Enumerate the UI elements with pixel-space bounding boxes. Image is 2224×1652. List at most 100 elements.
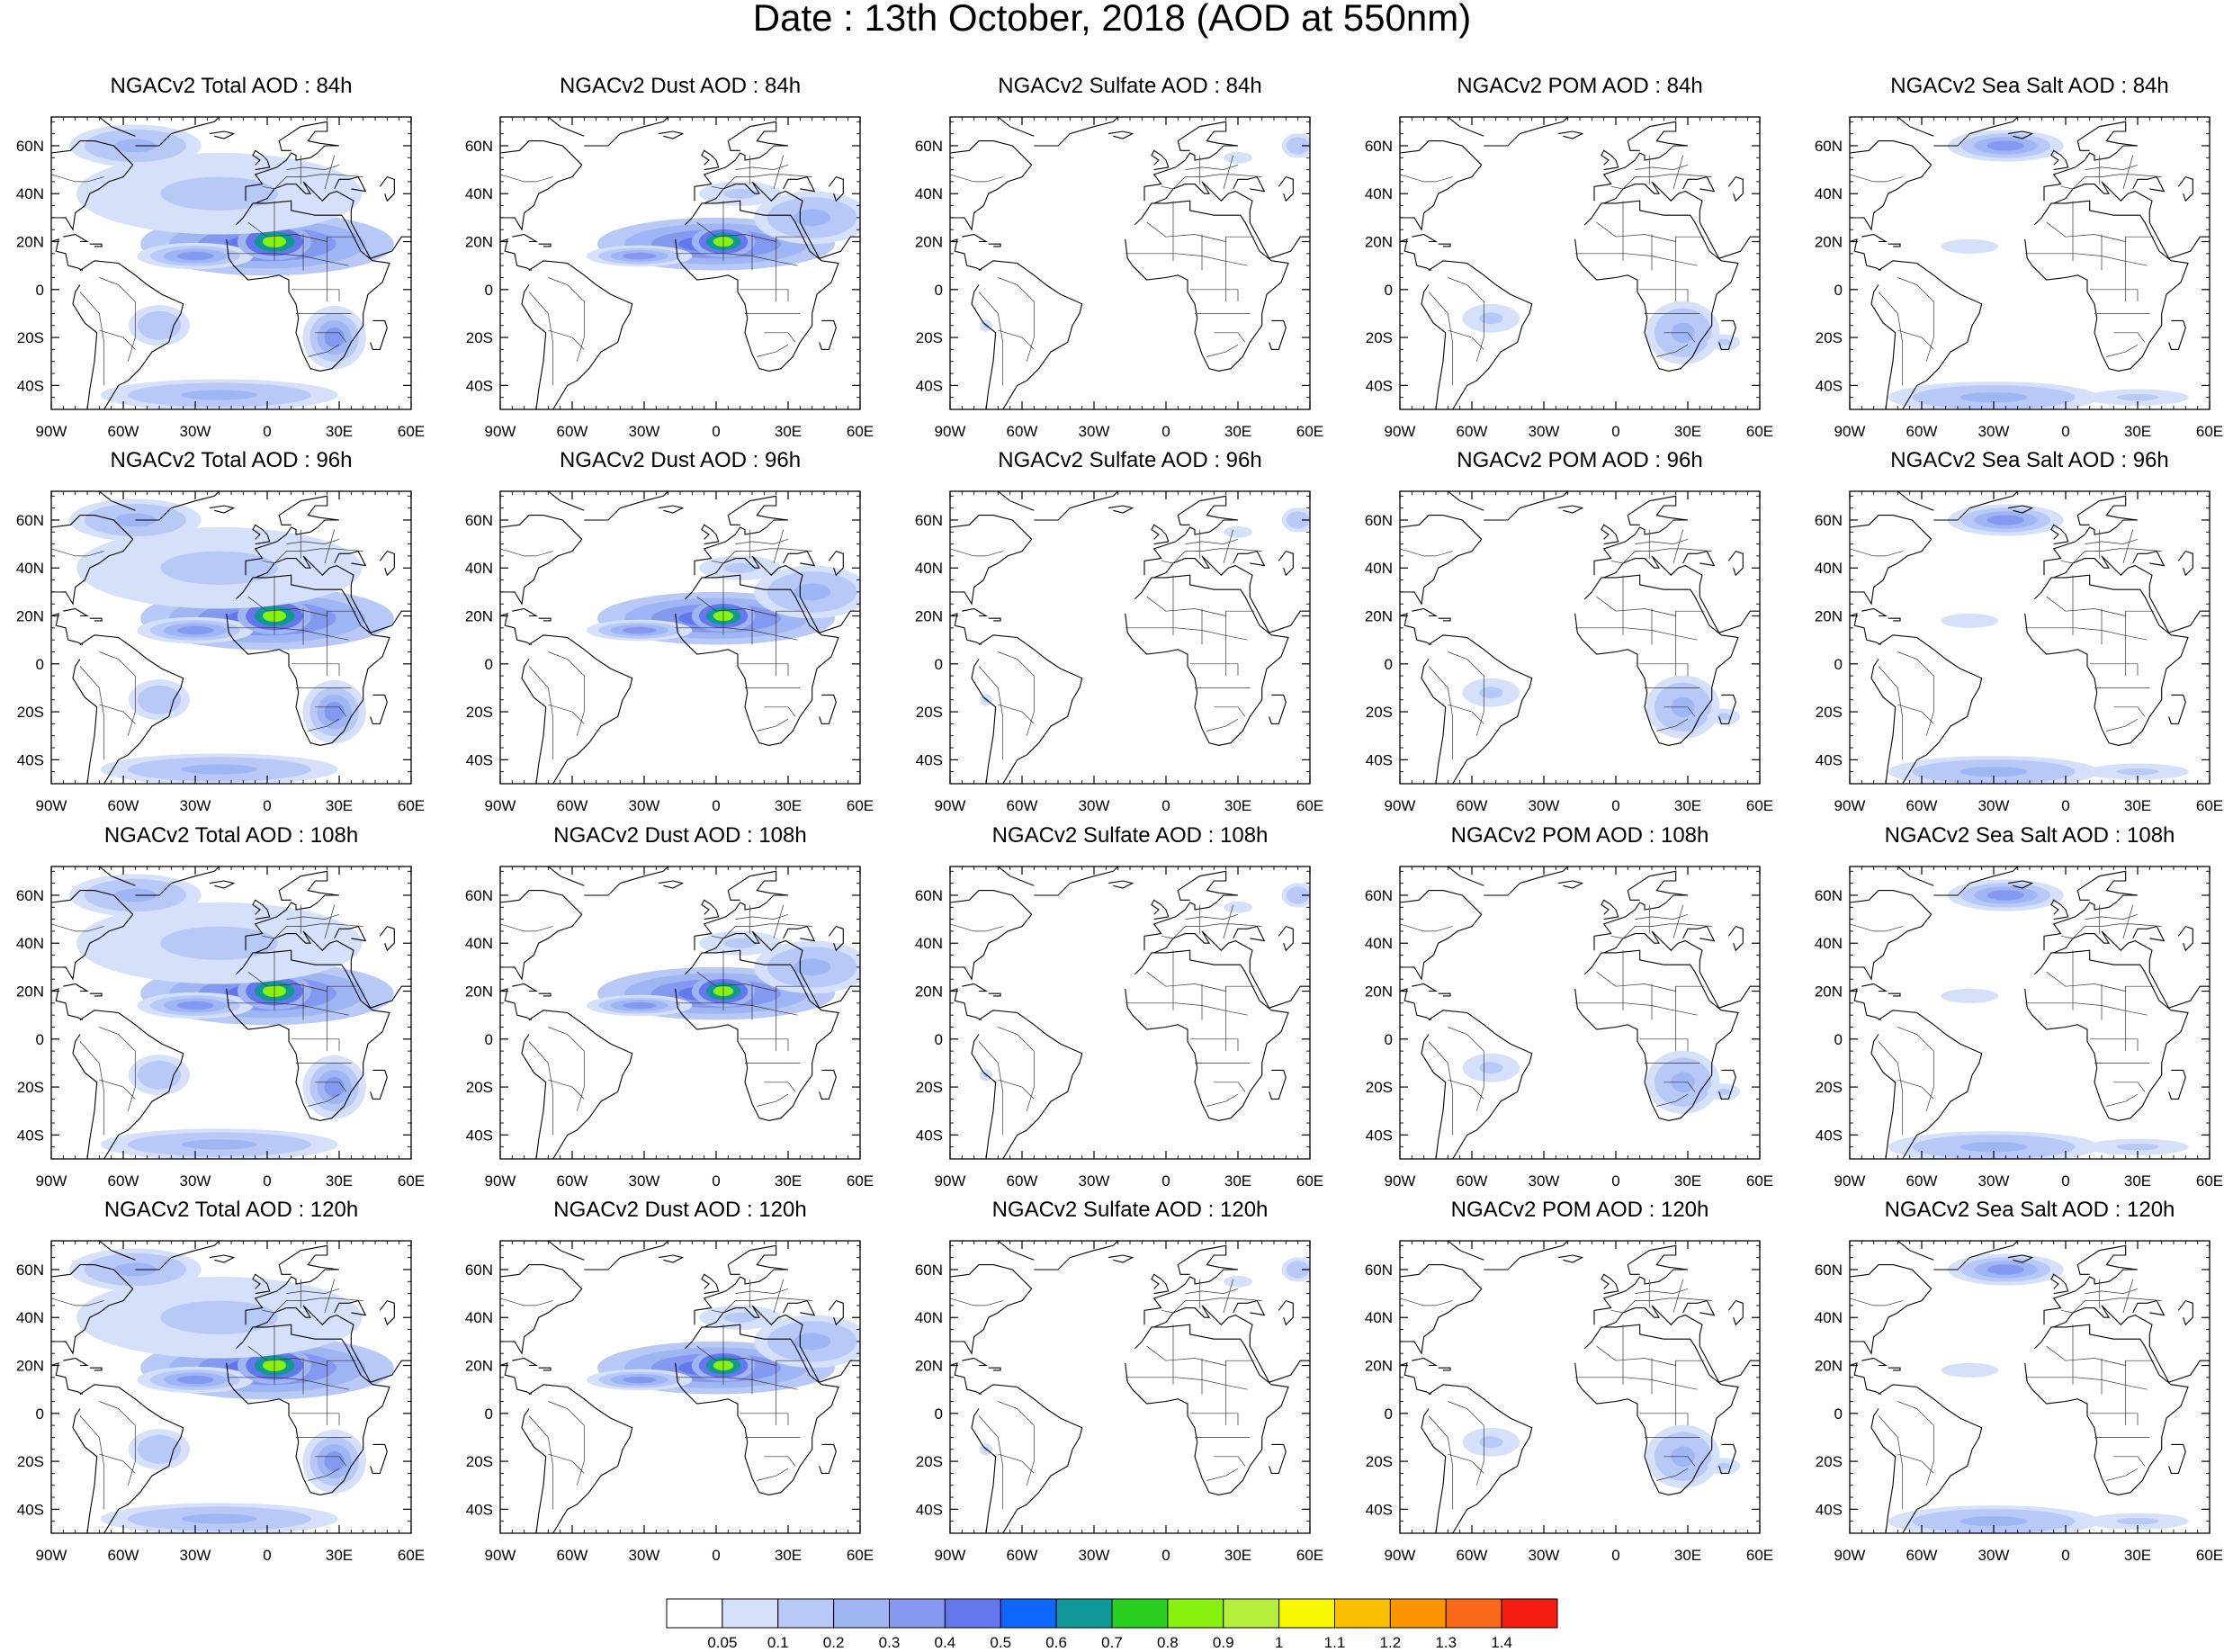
coastline-britain bbox=[701, 149, 720, 171]
coastline-hispaniola bbox=[988, 992, 1001, 997]
lat-tick-label: 20N bbox=[465, 234, 493, 251]
lat-tick-label: 60N bbox=[915, 512, 943, 529]
panel-title: NGACv2 Sulfate AOD : 108h bbox=[991, 823, 1269, 848]
lon-tick-label: 90W bbox=[1834, 797, 1866, 814]
map-frame bbox=[1399, 490, 1761, 785]
lon-tick-label: 60E bbox=[398, 797, 425, 814]
border-south-america bbox=[99, 1027, 136, 1111]
lon-tick-label: 60E bbox=[847, 423, 874, 440]
coastline-madagascar bbox=[1269, 1069, 1287, 1100]
coastline-caspian bbox=[1727, 1299, 1744, 1326]
map-frame bbox=[1849, 490, 2211, 785]
coastline-arabia bbox=[1699, 584, 1760, 633]
coastline-iceland bbox=[658, 880, 685, 889]
aod-contour bbox=[1952, 616, 1986, 625]
lat-tick-label: 20S bbox=[17, 329, 44, 346]
coastline-central-america bbox=[1400, 238, 1431, 271]
coastline-europe bbox=[245, 1244, 340, 1325]
lat-tick-label: 40S bbox=[17, 377, 44, 394]
border-africa bbox=[226, 627, 349, 641]
lat-tick-label: 0 bbox=[485, 656, 493, 673]
lon-tick-label: 30E bbox=[775, 423, 802, 440]
coastline-hispaniola bbox=[988, 617, 1001, 622]
coastline-europe bbox=[1143, 1244, 1239, 1325]
border-south-america bbox=[528, 292, 554, 386]
coastline-south-america bbox=[1870, 1010, 1983, 1159]
coastline-mediterranean bbox=[1153, 1305, 1253, 1335]
lat-tick-label: 40N bbox=[465, 1309, 493, 1326]
border-europe bbox=[735, 913, 789, 920]
border-africa bbox=[2089, 1413, 2139, 1426]
lon-tick-label: 90W bbox=[1385, 1547, 1416, 1564]
coastline-europe bbox=[2043, 870, 2139, 951]
coastline-mediterranean bbox=[255, 1305, 354, 1335]
panel-title: NGACv2 Total AOD : 84h bbox=[110, 74, 353, 98]
lat-tick-label: 20S bbox=[17, 704, 44, 721]
coastline-north-america bbox=[950, 890, 1033, 981]
lon-tick-label: 30W bbox=[629, 1172, 660, 1190]
border-north-america bbox=[950, 1297, 1003, 1306]
map-panel-total-96h: NGACv2 Total AOD : 96h 90W 60W 30W 0 30E 60E 60… bbox=[16, 448, 501, 830]
aod-contour bbox=[623, 1001, 657, 1010]
lon-tick-label: 30E bbox=[775, 1547, 802, 1564]
coastline-caspian bbox=[1278, 550, 1294, 577]
country-borders bbox=[500, 529, 812, 760]
border-africa bbox=[1656, 718, 1689, 732]
country-borders bbox=[950, 1279, 1262, 1510]
aod-contour bbox=[1959, 392, 2028, 403]
coastline-britain bbox=[252, 524, 271, 545]
coastline-europe bbox=[2043, 495, 2139, 576]
coastline-madagascar bbox=[1718, 1443, 1736, 1474]
coastline-iceland bbox=[658, 130, 685, 139]
coastlines bbox=[1850, 866, 2210, 1159]
coastline-cuba bbox=[1412, 1357, 1438, 1367]
border-south-america bbox=[1897, 1027, 1934, 1111]
coastline-black-sea bbox=[783, 550, 816, 567]
country-borders bbox=[1850, 904, 2162, 1136]
map-panel-dust-84h: NGACv2 Dust AOD : 84h 90W 60W 30W 0 30E 60E 60N… bbox=[465, 74, 950, 455]
aod-contour bbox=[723, 938, 758, 948]
border-europe bbox=[1223, 529, 1234, 563]
border-africa bbox=[2106, 718, 2139, 732]
aod-contour bbox=[147, 317, 172, 335]
coastline-cuba bbox=[1861, 1357, 1888, 1367]
lon-tick-label: 0 bbox=[1161, 1172, 1170, 1190]
coastline-south-america bbox=[1870, 1384, 1983, 1533]
lat-tick-label: 20S bbox=[916, 1453, 943, 1470]
coastline-cuba bbox=[512, 1357, 538, 1367]
coastline-europe bbox=[694, 495, 789, 576]
coastline-south-america bbox=[1421, 634, 1533, 784]
lat-tick-label: 40S bbox=[1816, 751, 1843, 768]
map-panel-sulfate-84h: NGACv2 Sulfate AOD : 84h 90W 60W 30W 0 30E 60E… bbox=[915, 74, 1400, 455]
coastline-madagascar bbox=[819, 1069, 837, 1100]
border-africa bbox=[740, 1038, 789, 1052]
lon-tick-label: 60E bbox=[1296, 797, 1323, 814]
coastline-madagascar bbox=[1718, 319, 1736, 350]
coastline-mediterranean bbox=[1603, 1305, 1703, 1335]
lat-tick-label: 40N bbox=[1365, 935, 1393, 952]
coastline-greenland bbox=[997, 491, 1119, 521]
border-europe bbox=[262, 923, 363, 939]
coastline-mediterranean bbox=[2053, 930, 2153, 961]
coastline-hispaniola bbox=[1438, 617, 1451, 622]
lat-tick-label: 20N bbox=[1365, 608, 1393, 625]
coastline-arabia bbox=[1699, 210, 1760, 259]
coastlines bbox=[1400, 491, 1760, 784]
lon-tick-label: 30E bbox=[326, 1172, 353, 1190]
lat-tick-label: 40N bbox=[465, 560, 493, 577]
border-africa bbox=[247, 971, 356, 992]
coastline-greenland bbox=[1897, 117, 2019, 147]
coastline-hispaniola bbox=[89, 992, 103, 997]
lat-tick-label: 40S bbox=[466, 377, 493, 394]
border-africa bbox=[1574, 1377, 1698, 1390]
lat-tick-label: 60N bbox=[915, 1261, 943, 1279]
border-africa bbox=[696, 596, 805, 616]
border-africa bbox=[291, 289, 340, 302]
aod-contour bbox=[1291, 890, 1305, 901]
lat-tick-label: 20S bbox=[1816, 329, 1843, 346]
border-europe bbox=[2085, 913, 2139, 920]
aerosol-field bbox=[587, 181, 860, 271]
border-africa bbox=[1214, 332, 1246, 343]
border-europe bbox=[324, 904, 336, 938]
coastline-hispaniola bbox=[89, 1367, 103, 1371]
